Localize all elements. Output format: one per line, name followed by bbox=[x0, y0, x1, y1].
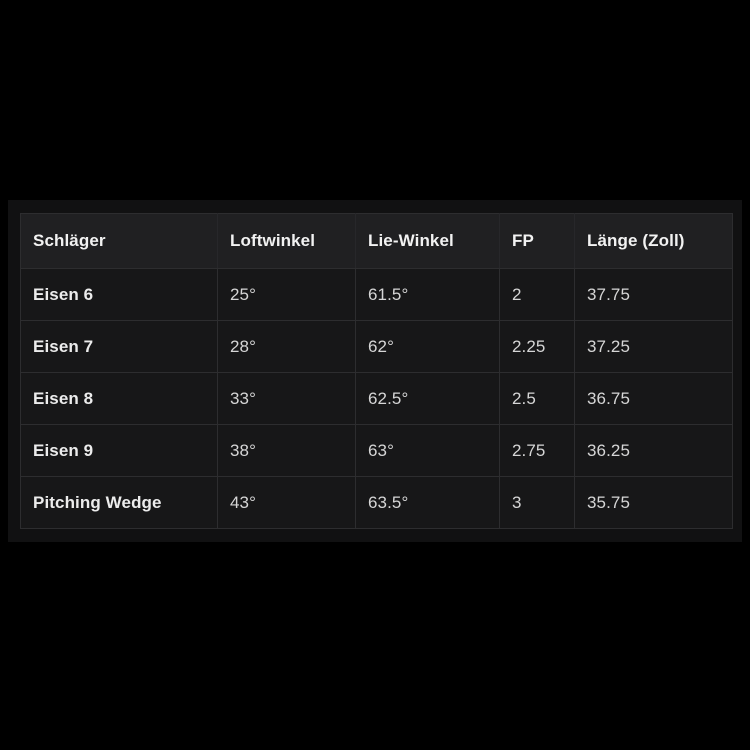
lie-cell: 61.5° bbox=[355, 268, 500, 321]
club-cell: Eisen 6 bbox=[20, 268, 218, 321]
col-header-length: Länge (Zoll) bbox=[574, 213, 733, 269]
loft-cell: 33° bbox=[217, 372, 356, 425]
length-cell: 37.25 bbox=[574, 320, 733, 373]
loft-cell: 28° bbox=[217, 320, 356, 373]
lie-cell: 62.5° bbox=[355, 372, 500, 425]
club-cell: Eisen 8 bbox=[20, 372, 218, 425]
loft-cell: 25° bbox=[217, 268, 356, 321]
col-header-club: Schläger bbox=[20, 213, 218, 269]
fp-cell: 2 bbox=[499, 268, 575, 321]
length-cell: 36.75 bbox=[574, 372, 733, 425]
loft-cell: 43° bbox=[217, 476, 356, 529]
col-header-loft: Loftwinkel bbox=[217, 213, 356, 269]
fp-cell: 2.25 bbox=[499, 320, 575, 373]
fp-cell: 2.5 bbox=[499, 372, 575, 425]
loft-cell: 38° bbox=[217, 424, 356, 477]
header-row: Schläger Loftwinkel Lie-Winkel FP Länge … bbox=[20, 213, 733, 269]
lie-cell: 63° bbox=[355, 424, 500, 477]
table-row: Eisen 6 25° 61.5° 2 37.75 bbox=[20, 268, 733, 321]
lie-cell: 62° bbox=[355, 320, 500, 373]
length-cell: 35.75 bbox=[574, 476, 733, 529]
table-row: Eisen 9 38° 63° 2.75 36.25 bbox=[20, 424, 733, 477]
club-cell: Pitching Wedge bbox=[20, 476, 218, 529]
table-row: Eisen 7 28° 62° 2.25 37.25 bbox=[20, 320, 733, 373]
length-cell: 36.25 bbox=[574, 424, 733, 477]
table-row: Eisen 8 33° 62.5° 2.5 36.75 bbox=[20, 372, 733, 425]
club-spec-table: Schläger Loftwinkel Lie-Winkel FP Länge … bbox=[20, 213, 733, 529]
lie-cell: 63.5° bbox=[355, 476, 500, 529]
club-cell: Eisen 9 bbox=[20, 424, 218, 477]
club-cell: Eisen 7 bbox=[20, 320, 218, 373]
table-row: Pitching Wedge 43° 63.5° 3 35.75 bbox=[20, 476, 733, 529]
length-cell: 37.75 bbox=[574, 268, 733, 321]
spec-table-card: Schläger Loftwinkel Lie-Winkel FP Länge … bbox=[8, 200, 742, 542]
fp-cell: 2.75 bbox=[499, 424, 575, 477]
fp-cell: 3 bbox=[499, 476, 575, 529]
col-header-lie: Lie-Winkel bbox=[355, 213, 500, 269]
col-header-fp: FP bbox=[499, 213, 575, 269]
